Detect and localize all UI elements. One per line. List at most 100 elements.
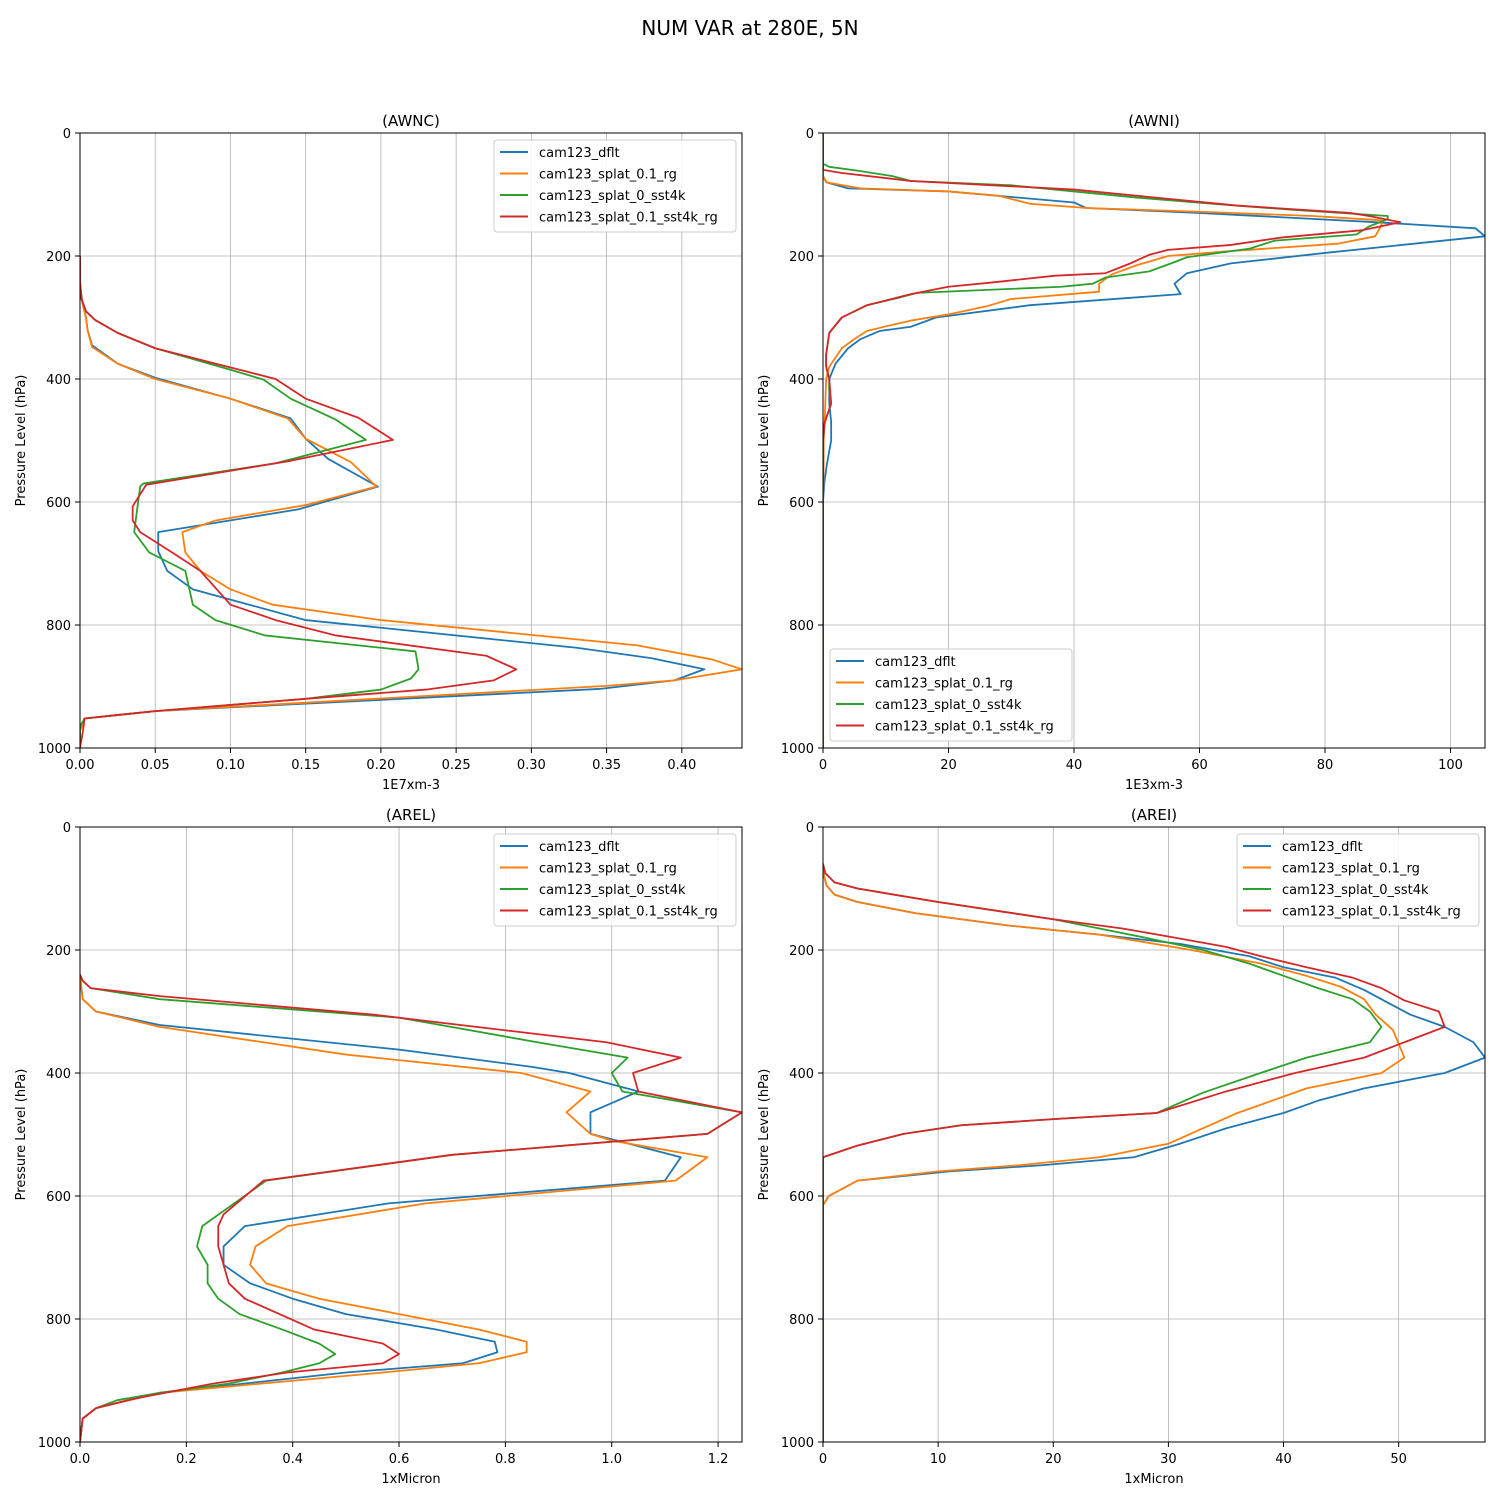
y-tick-label: 800 bbox=[46, 619, 71, 634]
chart-4: 0 10 20 30 40 50 0 200 400 600 800 1000 (AREI) 1xMicr… bbox=[757, 806, 1486, 1487]
legend-frame bbox=[493, 139, 737, 233]
chart-title: (AWNI) bbox=[1128, 112, 1180, 130]
chart-2: 0 20 40 60 80 10002004006008001000(AWNI)1E3xm… bbox=[757, 112, 1486, 793]
x-tick-label: 0.0 bbox=[70, 1452, 91, 1467]
y-tick-label: 400 bbox=[46, 373, 71, 388]
x-tick-label: 40 bbox=[1066, 758, 1083, 773]
x-tick-label: 0.15 bbox=[291, 758, 320, 773]
x-tick-label: 0.8 bbox=[495, 1452, 516, 1467]
legend-entry: cam123_splat_0_sst4k bbox=[875, 698, 1022, 713]
x-axis-label: 1E3xm-3 bbox=[1125, 778, 1183, 793]
x-axis-label: 1xMicron bbox=[381, 1472, 440, 1487]
y-tick-label: 0 bbox=[806, 127, 814, 142]
x-tick-label: 0.4 bbox=[282, 1452, 303, 1467]
y-axis-label: Pressure Level (hPa) bbox=[14, 1069, 29, 1201]
legend: cam123_dflt cam123_splat_0.1_rg cam123_spl… bbox=[493, 139, 737, 233]
legend: cam123_dflt cam123_splat_0.1_rg cam123_spl… bbox=[1236, 833, 1480, 927]
x-axis-label: 1xMicron bbox=[1124, 1472, 1183, 1487]
y-tick-label: 0 bbox=[63, 127, 71, 142]
legend-entry: cam123_splat_0.1_sst4k_rg bbox=[539, 211, 718, 226]
axes-frame bbox=[79, 132, 743, 749]
y-axis-label: Pressure Level (hPa) bbox=[757, 1069, 772, 1201]
x-tick-label: 0 bbox=[819, 758, 827, 773]
x-tick-label: 0.30 bbox=[517, 758, 546, 773]
series-line-cam123_splat_0.1_rg bbox=[823, 863, 1406, 1442]
y-tick-label: 1000 bbox=[38, 742, 71, 757]
y-tick-label: 200 bbox=[46, 250, 71, 265]
x-tick-label: 0.25 bbox=[442, 758, 471, 773]
y-tick-label: 400 bbox=[789, 1067, 814, 1082]
chart-title: (AWNC) bbox=[382, 112, 440, 130]
series-line-cam123_dflt bbox=[823, 863, 1485, 1442]
y-tick-label: 800 bbox=[46, 1313, 71, 1328]
y-tick-label: 600 bbox=[789, 1190, 814, 1205]
x-tick-label: 60 bbox=[1191, 758, 1208, 773]
y-tick-label: 400 bbox=[46, 1067, 71, 1082]
legend-entry: cam123_dflt bbox=[875, 655, 956, 670]
legend-frame bbox=[493, 833, 737, 927]
axes-frame bbox=[79, 826, 743, 1443]
chart-title: (AREI) bbox=[1131, 806, 1177, 824]
figure-suptitle: NUM VAR at 280E, 5N bbox=[641, 16, 859, 40]
y-tick-label: 200 bbox=[789, 250, 814, 265]
x-tick-label: 10 bbox=[930, 1452, 947, 1467]
legend-entry: cam123_splat_0.1_sst4k_rg bbox=[875, 720, 1054, 735]
series-line-cam123_splat_0.1_sst4k_rg bbox=[80, 256, 518, 748]
y-tick-label: 0 bbox=[806, 821, 814, 836]
x-tick-label: 0.40 bbox=[667, 758, 696, 773]
y-tick-label: 200 bbox=[46, 944, 71, 959]
series-line-cam123_dflt bbox=[823, 133, 1485, 748]
x-tick-label: 0.00 bbox=[66, 758, 95, 773]
series-line-cam123_splat_0.1_rg bbox=[823, 133, 1383, 748]
x-tick-label: 0.6 bbox=[389, 1452, 410, 1467]
legend-entry: cam123_splat_0.1_rg bbox=[539, 168, 677, 183]
legend: cam123_dflt cam123_splat_0.1_rg cam123_spl… bbox=[829, 648, 1073, 742]
series-line-cam123_splat_0.1_sst4k_rg bbox=[80, 974, 742, 1442]
x-tick-label: 100 bbox=[1438, 758, 1463, 773]
x-axis-label: 1E7xm-3 bbox=[382, 778, 440, 793]
x-tick-label: 40 bbox=[1275, 1452, 1292, 1467]
chart-title: (AREL) bbox=[386, 806, 436, 824]
y-axis-label: Pressure Level (hPa) bbox=[14, 375, 29, 507]
legend-frame bbox=[1236, 833, 1480, 927]
y-tick-label: 1000 bbox=[781, 742, 814, 757]
legend-entry: cam123_dflt bbox=[539, 146, 620, 161]
y-tick-label: 200 bbox=[789, 944, 814, 959]
x-tick-label: 0.05 bbox=[141, 758, 170, 773]
y-tick-label: 800 bbox=[789, 1313, 814, 1328]
axes-frame bbox=[822, 826, 1486, 1443]
y-tick-label: 600 bbox=[789, 496, 814, 511]
x-tick-label: 1.0 bbox=[601, 1452, 622, 1467]
series-line-cam123_splat_0.1_sst4k_rg bbox=[823, 133, 1402, 748]
y-tick-label: 400 bbox=[789, 373, 814, 388]
x-tick-label: 0 bbox=[819, 1452, 827, 1467]
x-tick-label: 80 bbox=[1317, 758, 1334, 773]
legend-entry: cam123_splat_0.1_rg bbox=[539, 862, 677, 877]
y-tick-label: 0 bbox=[63, 821, 71, 836]
legend-frame bbox=[829, 648, 1073, 742]
legend: cam123_dflt cam123_splat_0.1_rg cam123_spl… bbox=[493, 833, 737, 927]
axes-frame bbox=[822, 132, 1486, 749]
legend-entry: cam123_dflt bbox=[539, 840, 620, 855]
x-tick-label: 1.2 bbox=[708, 1452, 729, 1467]
series-line-cam123_splat_0_sst4k bbox=[823, 863, 1383, 1442]
legend-entry: cam123_splat_0.1_sst4k_rg bbox=[539, 905, 718, 920]
y-tick-label: 800 bbox=[789, 619, 814, 634]
x-tick-label: 0.20 bbox=[366, 758, 395, 773]
series-line-cam123_splat_0_sst4k bbox=[80, 974, 742, 1442]
y-axis-label: Pressure Level (hPa) bbox=[757, 375, 772, 507]
legend-entry: cam123_dflt bbox=[1282, 840, 1363, 855]
series-line-cam123_splat_0.1_sst4k_rg bbox=[823, 863, 1446, 1442]
legend-entry: cam123_splat_0.1_sst4k_rg bbox=[1282, 905, 1461, 920]
x-tick-label: 0.2 bbox=[176, 1452, 197, 1467]
x-tick-label: 0.35 bbox=[592, 758, 621, 773]
y-tick-label: 600 bbox=[46, 1190, 71, 1205]
y-tick-label: 600 bbox=[46, 496, 71, 511]
legend-entry: cam123_splat_0_sst4k bbox=[539, 189, 686, 204]
chart-3: 0.0 0.2 0.4 0.6 0.8 1.0 1.2 0 200 400 600 800 1000 (A… bbox=[14, 806, 743, 1487]
x-tick-label: 20 bbox=[940, 758, 957, 773]
series-line-cam123_dflt bbox=[80, 974, 682, 1442]
x-tick-label: 50 bbox=[1390, 1452, 1407, 1467]
chart-1: 0.00 0.05 0.10 0.15 0.20 0.25 0.30 0.35 0.40 0 200… bbox=[14, 112, 743, 793]
